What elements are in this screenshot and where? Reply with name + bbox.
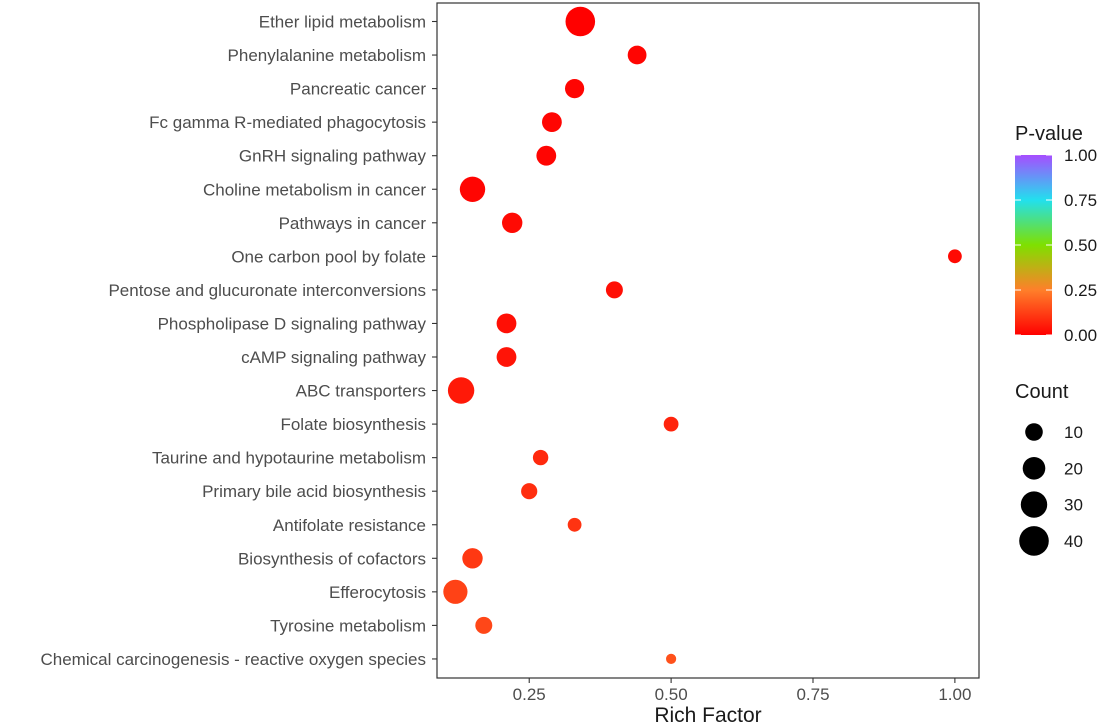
size-legend-label: 10 <box>1064 423 1083 442</box>
color-legend-label: 0.75 <box>1064 191 1097 210</box>
size-legend-title: Count <box>1015 381 1069 403</box>
size-legend-dot <box>1022 457 1046 480</box>
y-tick-label: cAMP signaling pathway <box>241 348 426 367</box>
data-point <box>542 112 562 132</box>
y-tick-label: Chemical carcinogenesis - reactive oxyge… <box>40 650 426 669</box>
y-tick-label: Pathways in cancer <box>279 214 427 233</box>
y-tick-label: Tyrosine metabolism <box>270 616 426 635</box>
x-tick-label: 0.75 <box>796 685 829 704</box>
data-point <box>567 517 582 532</box>
size-legend-dot <box>1020 491 1048 518</box>
y-tick-label: Phospholipase D signaling pathway <box>158 314 427 333</box>
data-point <box>447 377 475 404</box>
size-legend-dot <box>1025 423 1043 441</box>
data-point <box>496 347 517 367</box>
data-point <box>627 45 647 65</box>
color-legend-label: 0.00 <box>1064 326 1097 345</box>
data-point <box>565 79 585 99</box>
y-tick-label: ABC transporters <box>296 382 426 401</box>
data-point <box>459 176 486 202</box>
data-point <box>565 6 596 37</box>
data-point <box>605 281 623 299</box>
y-tick-label: Biosynthesis of cofactors <box>238 549 426 568</box>
data-point <box>536 145 557 166</box>
data-point <box>496 313 517 334</box>
y-tick-label: Folate biosynthesis <box>280 415 426 434</box>
data-point <box>462 548 483 569</box>
y-tick-label: Antifolate resistance <box>273 516 426 535</box>
y-tick-label: Efferocytosis <box>329 583 426 602</box>
x-tick-label: 0.25 <box>513 685 546 704</box>
size-legend-label: 30 <box>1064 496 1083 515</box>
y-tick-label: Pancreatic cancer <box>290 80 426 99</box>
data-point <box>521 483 538 500</box>
size-legend-dot <box>1019 526 1049 556</box>
data-point <box>948 249 962 264</box>
color-legend-label: 1.00 <box>1064 146 1097 165</box>
x-axis-title: Rich Factor <box>654 704 761 727</box>
data-point <box>666 653 677 665</box>
data-point <box>475 616 493 634</box>
y-tick-label: One carbon pool by folate <box>231 247 426 266</box>
color-legend-label: 0.25 <box>1064 281 1097 300</box>
y-tick-label: Phenylalanine metabolism <box>228 46 426 65</box>
data-point <box>532 449 549 466</box>
data-point <box>502 212 523 233</box>
y-tick-label: Fc gamma R-mediated phagocytosis <box>149 113 426 132</box>
y-tick-label: Ether lipid metabolism <box>259 13 426 32</box>
y-tick-label: Choline metabolism in cancer <box>203 180 426 199</box>
size-legend-label: 40 <box>1064 532 1083 551</box>
y-tick-label: Pentose and glucuronate interconversions <box>108 281 426 300</box>
y-tick-label: GnRH signaling pathway <box>239 147 427 166</box>
legends: P-value 0.00 0.25 0.50 0.75 1.00 Count 10 20 30 40 <box>1015 123 1097 556</box>
x-tick-label: 0.50 <box>655 685 688 704</box>
y-tick-label: Taurine and hypotaurine metabolism <box>152 449 426 468</box>
x-tick-label: 1.00 <box>938 685 971 704</box>
data-point <box>663 416 679 432</box>
y-tick-label: Primary bile acid biosynthesis <box>202 482 426 501</box>
size-legend-label: 20 <box>1064 459 1083 478</box>
data-point <box>443 579 468 604</box>
color-bar <box>1015 155 1052 335</box>
color-legend-label: 0.50 <box>1064 236 1097 255</box>
panel-border <box>436 2 980 679</box>
plot-area: Ether lipid metabolism Phenylalanine meta… <box>40 6 971 704</box>
color-legend-title: P-value <box>1015 123 1083 145</box>
